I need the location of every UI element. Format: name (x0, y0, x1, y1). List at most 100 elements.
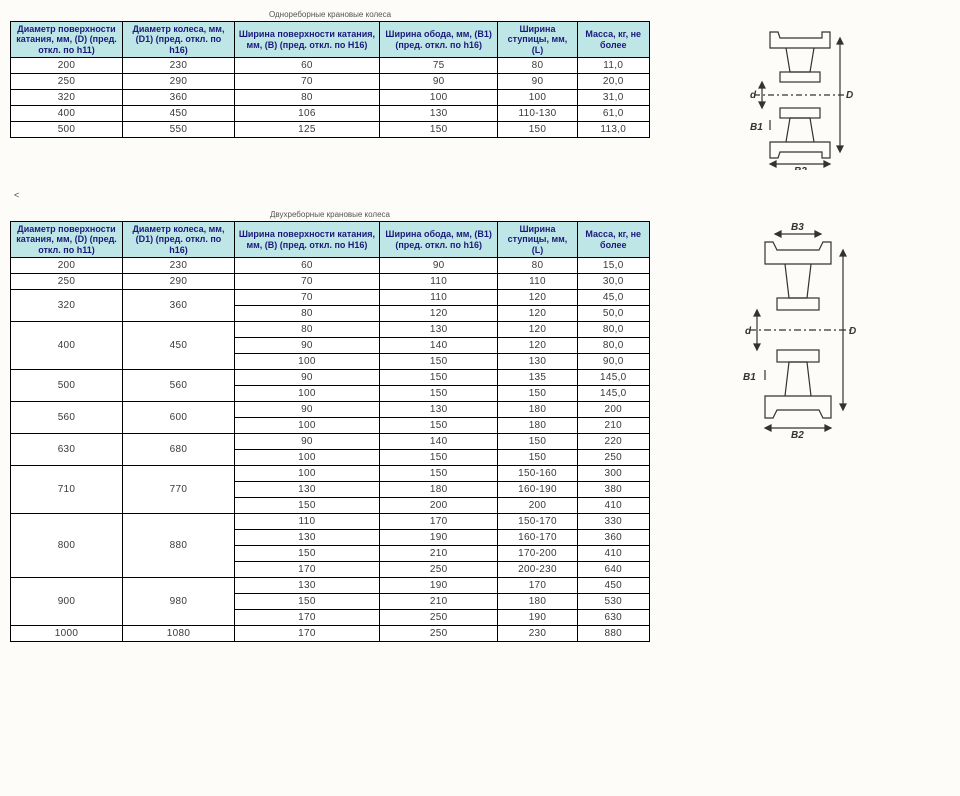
table-cell: 120 (498, 338, 577, 354)
table-row: 400450106130110-13061,0 (11, 106, 650, 122)
table-cell: 140 (379, 434, 498, 450)
table-cell: 90 (234, 370, 379, 386)
table-cell: 450 (122, 106, 234, 122)
table-cell: 160-170 (498, 530, 577, 546)
table-cell: 360 (577, 530, 649, 546)
table-cell: 30,0 (577, 274, 649, 290)
table-cell: 230 (122, 58, 234, 74)
table-row: 800880110170150-170330 (11, 514, 650, 530)
table-row: 50056090150135145,0 (11, 370, 650, 386)
table-cell: 190 (379, 578, 498, 594)
table-cell: 410 (577, 498, 649, 514)
table-cell: 550 (122, 122, 234, 138)
table-cell: 800 (11, 514, 123, 578)
table-cell: 200 (11, 58, 123, 74)
table-cell: 450 (122, 322, 234, 370)
table-cell: 320 (11, 290, 123, 322)
table-row: 3203607011012045,0 (11, 290, 650, 306)
table-cell: 75 (379, 58, 498, 74)
table-cell: 410 (577, 546, 649, 562)
table-cell: 330 (577, 514, 649, 530)
th2-B1: Ширина обода, мм, (B1) (пред. откл. по h… (379, 222, 498, 258)
table-cell: 210 (379, 546, 498, 562)
table-cell: 150 (379, 418, 498, 434)
table2-header-row: Диаметр поверхности катания, мм, (D) (пр… (11, 222, 650, 258)
table-cell: 100 (498, 90, 577, 106)
table-cell: 200 (577, 402, 649, 418)
table-cell: 500 (11, 122, 123, 138)
table-cell: 70 (234, 274, 379, 290)
table-cell: 90,0 (577, 354, 649, 370)
table-cell: 90 (234, 338, 379, 354)
table-cell: 640 (577, 562, 649, 578)
table1: Диаметр поверхности катания, мм, (D) (пр… (10, 21, 650, 138)
table-cell: 880 (577, 626, 649, 642)
table-cell: 150 (498, 450, 577, 466)
table-cell: 290 (122, 74, 234, 90)
table-cell: 150 (379, 386, 498, 402)
table-cell: 150 (498, 122, 577, 138)
table-cell: 300 (577, 466, 649, 482)
table-cell: 530 (577, 594, 649, 610)
table-cell: 90 (498, 74, 577, 90)
table-cell: 980 (122, 578, 234, 626)
th-D1: Диаметр колеса, мм, (D1) (пред. откл. по… (122, 22, 234, 58)
table-cell: 250 (379, 562, 498, 578)
table1-caption: Однореборные крановые колеса (10, 10, 650, 19)
table-cell: 70 (234, 74, 379, 90)
table-cell: 110 (234, 514, 379, 530)
section-single-flange: Однореборные крановые колеса Диаметр пов… (10, 10, 950, 170)
section-double-flange: Двухреборные крановые колеса Диаметр пов… (10, 210, 950, 642)
th-B: Ширина поверхности катания, мм, (B) (пре… (234, 22, 379, 58)
table-cell: 150 (498, 434, 577, 450)
th-L: Ширина ступицы, мм, (L) (498, 22, 577, 58)
th-B1: Ширина обода, мм, (B1) (пред. откл. по h… (379, 22, 498, 58)
table-cell: 360 (122, 290, 234, 322)
th2-L: Ширина ступицы, мм, (L) (498, 222, 577, 258)
table-cell: 130 (379, 402, 498, 418)
table-cell: 70 (234, 290, 379, 306)
table-row: 10001080170250230880 (11, 626, 650, 642)
table-cell: 60 (234, 58, 379, 74)
table-cell: 250 (577, 450, 649, 466)
wheel-drawing-single: D d B1 B2 (740, 20, 860, 170)
table-cell: 110 (498, 274, 577, 290)
table-cell: 60 (234, 258, 379, 274)
table-cell: 130 (379, 322, 498, 338)
table-cell: 80 (234, 306, 379, 322)
label2-B2: B2 (791, 430, 804, 440)
table-cell: 120 (379, 306, 498, 322)
table-cell: 110-130 (498, 106, 577, 122)
table-cell: 210 (379, 594, 498, 610)
table-cell: 80 (498, 58, 577, 74)
table-cell: 190 (379, 530, 498, 546)
table-cell: 90 (379, 74, 498, 90)
table-cell: 110 (379, 290, 498, 306)
table1-header-row: Диаметр поверхности катания, мм, (D) (пр… (11, 22, 650, 58)
table-cell: 880 (122, 514, 234, 578)
table-cell: 170 (234, 610, 379, 626)
table-cell: 250 (379, 610, 498, 626)
table-cell: 50,0 (577, 306, 649, 322)
table-cell: 770 (122, 466, 234, 514)
table-cell: 150 (234, 498, 379, 514)
table-cell: 150 (234, 594, 379, 610)
table-cell: 80 (234, 322, 379, 338)
table-cell: 100 (234, 466, 379, 482)
table-cell: 100 (379, 90, 498, 106)
table-cell: 80,0 (577, 338, 649, 354)
table-cell: 180 (498, 418, 577, 434)
table-cell: 560 (11, 402, 123, 434)
table-cell: 90 (234, 402, 379, 418)
label2-D: D (849, 326, 856, 337)
table-cell: 90 (379, 258, 498, 274)
table-row: 710770100150150-160300 (11, 466, 650, 482)
th-M: Масса, кг, не более (577, 22, 649, 58)
table-cell: 1000 (11, 626, 123, 642)
table-cell: 150 (379, 122, 498, 138)
table-cell: 130 (379, 106, 498, 122)
table-cell: 150-160 (498, 466, 577, 482)
table-cell: 380 (577, 482, 649, 498)
table-cell: 130 (498, 354, 577, 370)
label2-B3: B3 (791, 222, 804, 233)
